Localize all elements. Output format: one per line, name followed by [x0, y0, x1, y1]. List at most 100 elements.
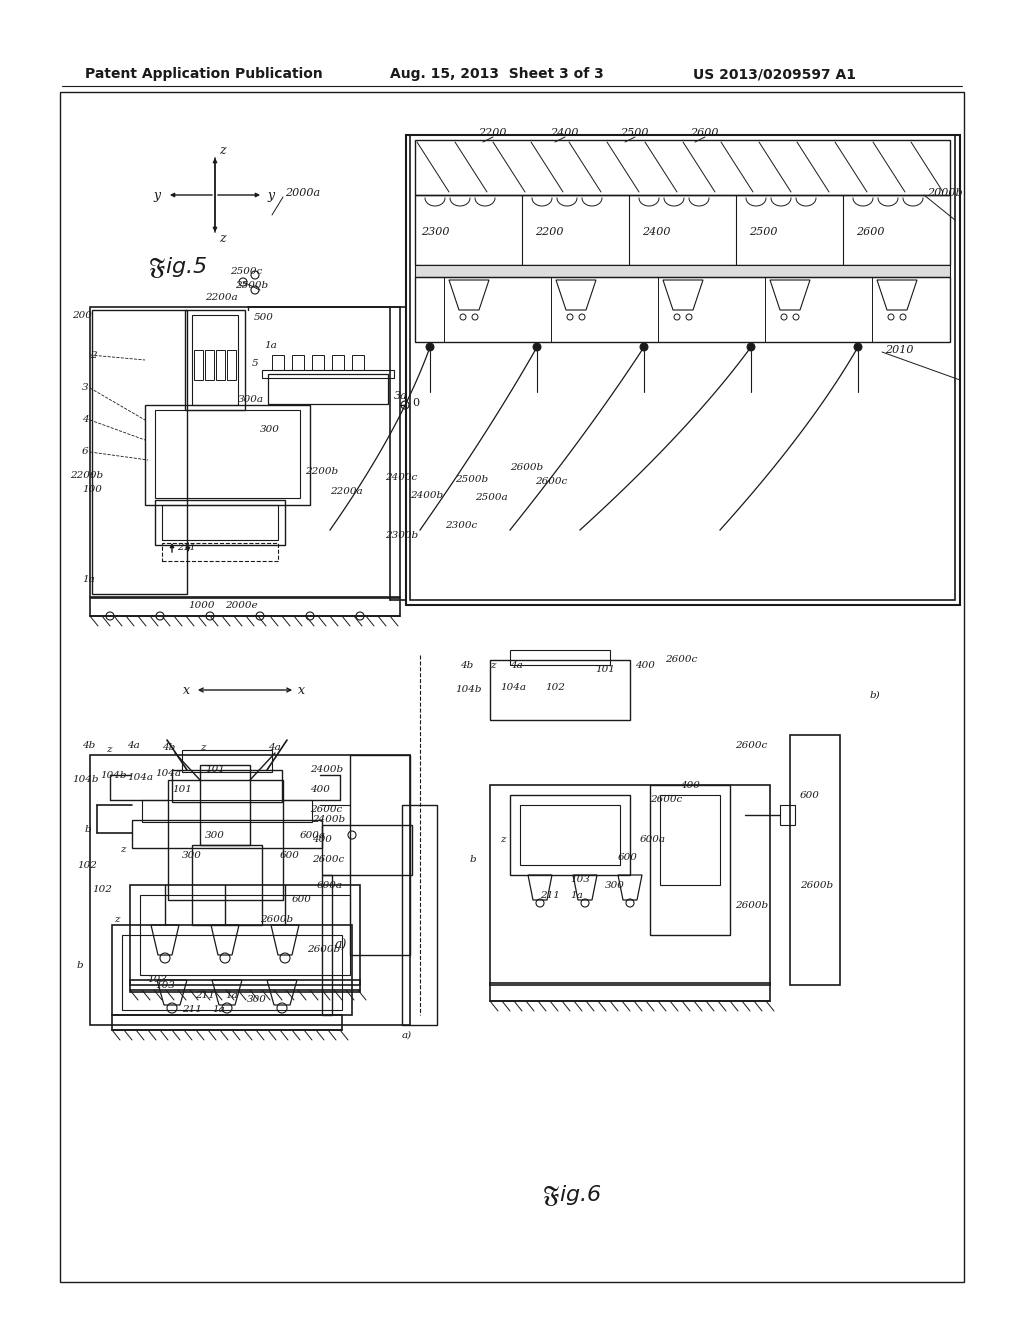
Bar: [130, 979, 360, 993]
Text: y: y: [154, 189, 161, 202]
Bar: [92, 310, 187, 594]
Text: 1a: 1a: [264, 341, 276, 350]
Text: 2400: 2400: [642, 227, 671, 238]
Text: b): b): [870, 690, 881, 700]
Text: 2300: 2300: [421, 227, 450, 238]
Text: 300a: 300a: [238, 396, 264, 404]
Text: 2500: 2500: [620, 128, 648, 139]
Bar: [272, 355, 284, 370]
Bar: [312, 355, 324, 370]
Text: 4a: 4a: [268, 742, 281, 751]
Text: z: z: [219, 144, 225, 157]
Text: 103: 103: [155, 981, 175, 990]
Bar: [790, 735, 840, 985]
Bar: [490, 660, 630, 719]
Text: 104a: 104a: [500, 682, 526, 692]
Text: 2600b: 2600b: [307, 945, 340, 954]
Text: 2200: 2200: [478, 128, 507, 139]
Text: 2600b: 2600b: [800, 880, 834, 890]
Text: 2400c: 2400c: [385, 474, 417, 483]
Bar: [112, 925, 352, 1015]
Circle shape: [746, 343, 755, 351]
Bar: [322, 875, 332, 1015]
Text: 211: 211: [182, 1006, 202, 1015]
Bar: [130, 884, 360, 985]
Text: 4a: 4a: [127, 741, 139, 750]
Text: z: z: [200, 742, 206, 751]
Text: 6: 6: [82, 447, 89, 457]
Text: 2400b: 2400b: [310, 766, 343, 775]
Bar: [193, 845, 262, 925]
Bar: [262, 370, 394, 378]
Text: 300: 300: [605, 880, 625, 890]
Bar: [172, 770, 282, 803]
Bar: [780, 805, 795, 825]
Circle shape: [854, 343, 862, 351]
Text: 2300b: 2300b: [385, 531, 418, 540]
Text: 103: 103: [147, 975, 167, 985]
Text: 2300c: 2300c: [445, 520, 477, 529]
Text: x: x: [183, 684, 190, 697]
Text: 103: 103: [570, 875, 590, 884]
Text: 102: 102: [92, 886, 112, 895]
Bar: [200, 766, 250, 845]
Text: 101: 101: [595, 665, 614, 675]
Text: 4b: 4b: [162, 742, 175, 751]
Bar: [510, 649, 610, 665]
Bar: [415, 140, 950, 195]
Circle shape: [640, 343, 648, 351]
Text: 2: 2: [90, 351, 96, 359]
Text: 2500c: 2500c: [230, 268, 262, 276]
Text: 2000b: 2000b: [927, 187, 963, 198]
Text: 300: 300: [247, 995, 267, 1005]
Text: 101: 101: [172, 785, 191, 795]
Text: z: z: [106, 746, 112, 755]
Text: 2600c: 2600c: [535, 478, 567, 487]
Bar: [90, 308, 400, 597]
Text: 2500a: 2500a: [475, 494, 508, 503]
Bar: [322, 825, 412, 875]
Text: 600: 600: [280, 850, 300, 859]
Text: 2600b: 2600b: [510, 463, 543, 473]
Text: 400: 400: [310, 785, 330, 795]
Circle shape: [426, 343, 434, 351]
Bar: [122, 935, 342, 1010]
Bar: [415, 195, 950, 265]
Bar: [332, 355, 344, 370]
Text: 2600c: 2600c: [665, 656, 697, 664]
Text: 2600c: 2600c: [310, 805, 342, 814]
Bar: [490, 785, 770, 985]
Text: 102: 102: [77, 861, 97, 870]
Bar: [182, 750, 272, 772]
Text: 300: 300: [260, 425, 280, 434]
Text: 2400b: 2400b: [312, 816, 345, 825]
Circle shape: [534, 343, 541, 351]
Text: 4b: 4b: [460, 660, 473, 669]
Text: z: z: [120, 846, 126, 854]
Text: 2200a: 2200a: [330, 487, 362, 496]
Text: 100: 100: [82, 486, 101, 495]
Text: 2600: 2600: [856, 227, 885, 238]
Text: b: b: [77, 961, 84, 969]
Text: 2000e: 2000e: [225, 601, 258, 610]
Bar: [162, 543, 278, 561]
Text: 2400b: 2400b: [410, 491, 443, 499]
Text: a): a): [335, 939, 347, 952]
Text: 2600c: 2600c: [312, 855, 344, 865]
Text: 2600: 2600: [690, 128, 719, 139]
Bar: [193, 315, 238, 405]
Bar: [520, 805, 620, 865]
Text: 2500b: 2500b: [455, 475, 488, 484]
Text: 2010: 2010: [885, 345, 913, 355]
Bar: [415, 265, 950, 277]
Bar: [90, 755, 410, 1026]
Text: 1a: 1a: [225, 990, 238, 999]
Bar: [292, 355, 304, 370]
Bar: [194, 350, 203, 380]
Text: 5: 5: [252, 359, 259, 368]
Text: 0: 0: [412, 399, 419, 408]
Bar: [660, 795, 720, 884]
Text: Patent Application Publication: Patent Application Publication: [85, 67, 323, 81]
Text: 104b: 104b: [100, 771, 127, 780]
Text: 2200: 2200: [535, 227, 563, 238]
